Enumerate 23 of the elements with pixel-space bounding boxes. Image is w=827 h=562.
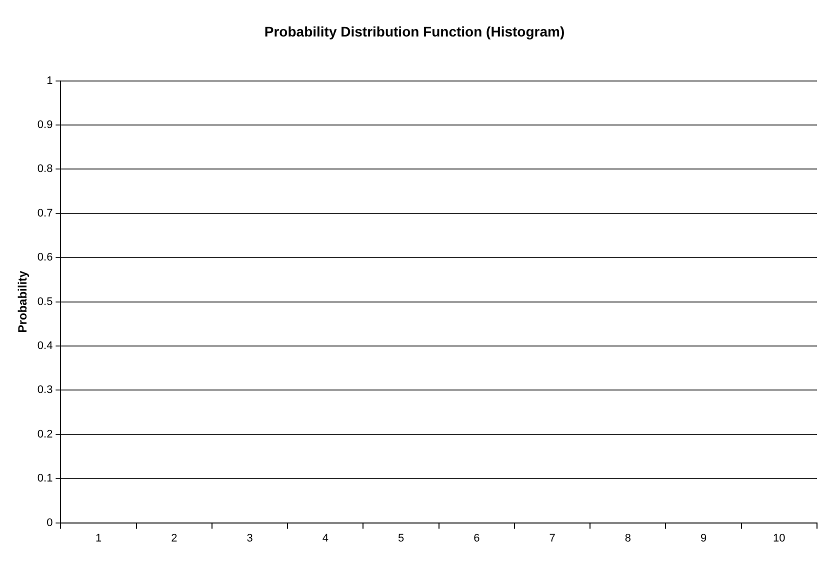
x-tick-label: 1 [95,532,102,544]
y-axis-title: Probability [16,270,30,333]
y-tick-label: 0.3 [37,384,53,396]
x-tick-label: 10 [773,532,786,544]
y-tick-label: 0.7 [37,207,53,220]
chart-title: Probability Distribution Function (Histogram) [264,23,565,40]
y-tick-label: 0.9 [37,119,53,132]
y-tick-label: 0.1 [37,472,53,485]
y-tick-label: 0.5 [37,296,53,308]
x-tick-label: 5 [398,532,404,544]
y-tick-label: 0.2 [37,428,53,440]
y-tick-label: 0 [46,516,53,529]
y-tick-label: 0.6 [37,252,53,264]
y-tick-label: 0.4 [37,340,53,352]
x-tick-label: 4 [322,532,328,544]
x-tick-label: 8 [624,532,631,544]
y-tick-label: 1 [46,74,53,87]
x-tick-label: 2 [171,532,178,544]
x-tick-label: 7 [549,532,556,544]
x-tick-label: 6 [474,532,480,544]
x-tick-label: 3 [246,532,253,544]
y-tick-label: 0.8 [37,163,53,176]
x-tick-label: 9 [700,532,707,544]
